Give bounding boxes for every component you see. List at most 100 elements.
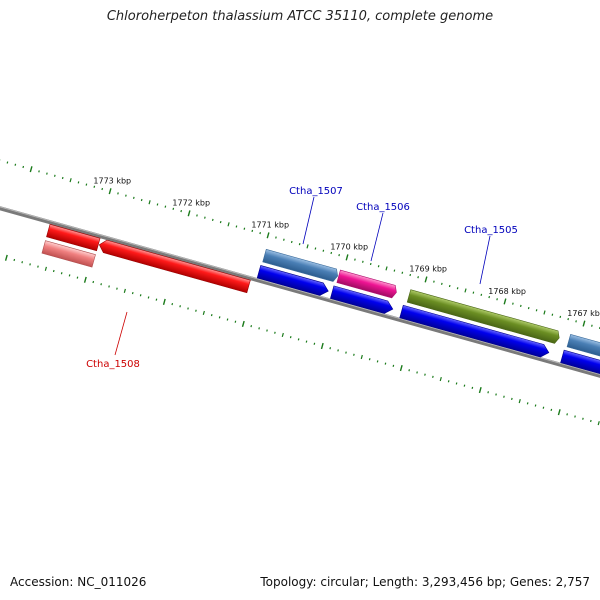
label-ctha-1507[interactable]: Ctha_1507 [289,186,343,197]
major-tick [478,387,482,394]
ruler-bottom [4,254,600,426]
minor-tick [289,336,292,339]
gene-blue-3[interactable] [399,304,551,359]
minor-tick [567,317,570,321]
minor-tick [53,174,56,177]
minor-tick [542,406,545,409]
minor-tick [140,198,143,202]
minor-tick [155,298,158,301]
minor-tick [187,307,189,310]
minor-tick [313,342,316,345]
minor-tick [226,318,229,321]
minor-tick [550,408,553,412]
minor-tick [424,373,426,376]
minor-tick [456,287,459,290]
minor-tick [61,176,64,180]
minor-tick [401,271,404,274]
minor-tick [314,247,317,250]
label-ctha-1508[interactable]: Ctha_1508 [86,359,140,370]
minor-tick [38,170,40,173]
major-tick [320,342,324,350]
minor-tick [551,313,554,316]
minor-tick [433,280,435,283]
minor-tick [543,310,546,315]
minor-tick [416,371,418,374]
map-title: Chloroherpeton thalassium ATCC 35110, co… [106,9,494,24]
ruler-tick-label: 1769 kbp [409,265,447,274]
minor-tick [575,320,577,323]
minor-tick [172,207,175,210]
minor-tick [432,375,434,378]
leader-ctha-1507 [302,196,315,245]
minor-tick [195,309,197,312]
gene-ctha-1508[interactable] [98,239,251,294]
ruler-tick-label: 1772 kbp [172,199,210,208]
minor-tick [496,298,498,301]
major-tick [345,254,349,261]
major-tick [83,276,87,283]
minor-tick [330,251,333,255]
minor-tick [297,338,300,341]
ruler-tick-label: 1770 kbp [330,243,368,252]
minor-tick [37,265,39,268]
minor-tick [275,236,277,239]
label-ctha-1505[interactable]: Ctha_1505 [464,225,518,236]
gene-red-partial[interactable] [46,223,101,252]
minor-tick [527,306,530,310]
minor-tick [354,258,356,261]
minor-tick [392,364,395,367]
minor-tick [582,417,584,420]
minor-tick [243,227,246,230]
minor-tick [164,205,167,208]
gene-blue-2[interactable] [330,285,394,315]
minor-tick [384,362,387,365]
minor-tick [455,382,458,385]
minor-tick [495,393,497,396]
minor-tick [123,288,126,293]
minor-tick [417,276,419,279]
gene-ctha-1507[interactable] [262,248,340,282]
minor-tick [171,302,174,306]
minor-tick [290,240,293,244]
minor-tick [235,225,238,228]
major-tick [187,210,191,217]
gene-pink-partial[interactable] [41,240,96,268]
major-tick [4,254,8,261]
minor-tick [274,331,276,334]
major-tick [503,298,507,305]
topology-summary: Topology: circular; Length: 3,293,456 bp… [260,575,590,589]
minor-tick [408,369,411,372]
minor-tick [234,320,237,323]
minor-tick [132,196,135,199]
minor-tick [211,218,214,222]
major-tick [241,320,245,328]
gene-partial-steelblue[interactable] [566,333,600,366]
minor-tick [218,316,221,319]
major-tick [108,188,112,195]
accession-text: Accession: NC_011026 [10,575,147,589]
minor-tick [251,229,254,233]
gene-blue-1[interactable] [256,265,330,297]
minor-tick [13,258,16,262]
gene-ctha-1505[interactable] [406,289,561,344]
minor-tick [60,272,63,275]
gene-ctha-1506[interactable] [336,269,398,299]
minor-tick [409,273,412,277]
minor-tick [22,165,25,169]
major-tick [266,232,270,239]
minor-tick [447,380,450,383]
minor-tick [52,269,55,273]
leader-ctha-1508 [114,311,128,356]
ruler-tick-label: 1767 kbp [567,309,600,318]
minor-tick [68,274,71,277]
minor-tick [393,269,396,272]
genome-backbone [0,198,600,386]
minor-tick [283,238,285,241]
minor-tick [281,332,284,338]
minor-tick [298,243,301,246]
gene-blue-4[interactable] [560,349,600,382]
minor-tick [439,376,442,382]
minor-tick [360,354,363,360]
label-ctha-1506[interactable]: Ctha_1506 [356,202,410,213]
major-tick [424,276,428,283]
